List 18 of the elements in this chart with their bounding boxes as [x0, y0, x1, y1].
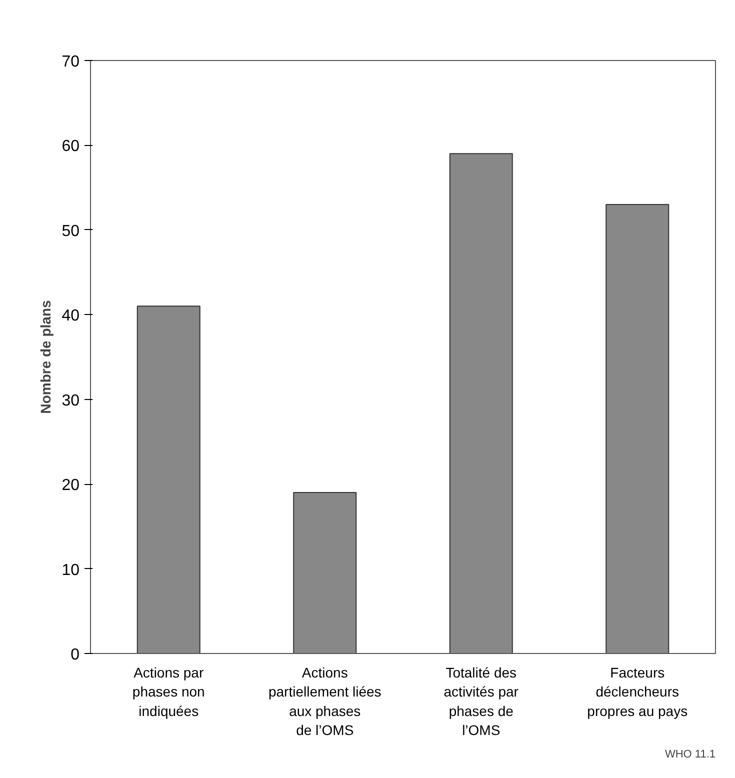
text: WHO 11.1 [664, 748, 716, 760]
bar [293, 492, 357, 654]
x-tick-label: Actions par phases non indiquées [132, 664, 205, 719]
y-tick-label: 30 [62, 392, 80, 410]
y-tick-label: 50 [62, 222, 80, 240]
bar [136, 306, 200, 654]
y-tick-label: 0 [70, 646, 80, 664]
x-tick-label: Actions partiellement liées aux phases de l’OMS [268, 664, 382, 738]
y-tick-label: 60 [62, 138, 80, 156]
y-axis-title: Nombre de plans [38, 300, 54, 414]
y-tick-label: 70 [62, 54, 80, 70]
x-tick-label: Totalité des activités par phases de l’OMS [444, 664, 519, 738]
y-tick-label: 20 [62, 477, 80, 494]
bar [606, 204, 670, 654]
y-tick-label: 10 [62, 562, 80, 579]
bar [449, 153, 513, 654]
y-tick-label: 40 [62, 308, 80, 325]
x-tick-label: Facteurs déclencheurs propres au pays [587, 664, 688, 719]
